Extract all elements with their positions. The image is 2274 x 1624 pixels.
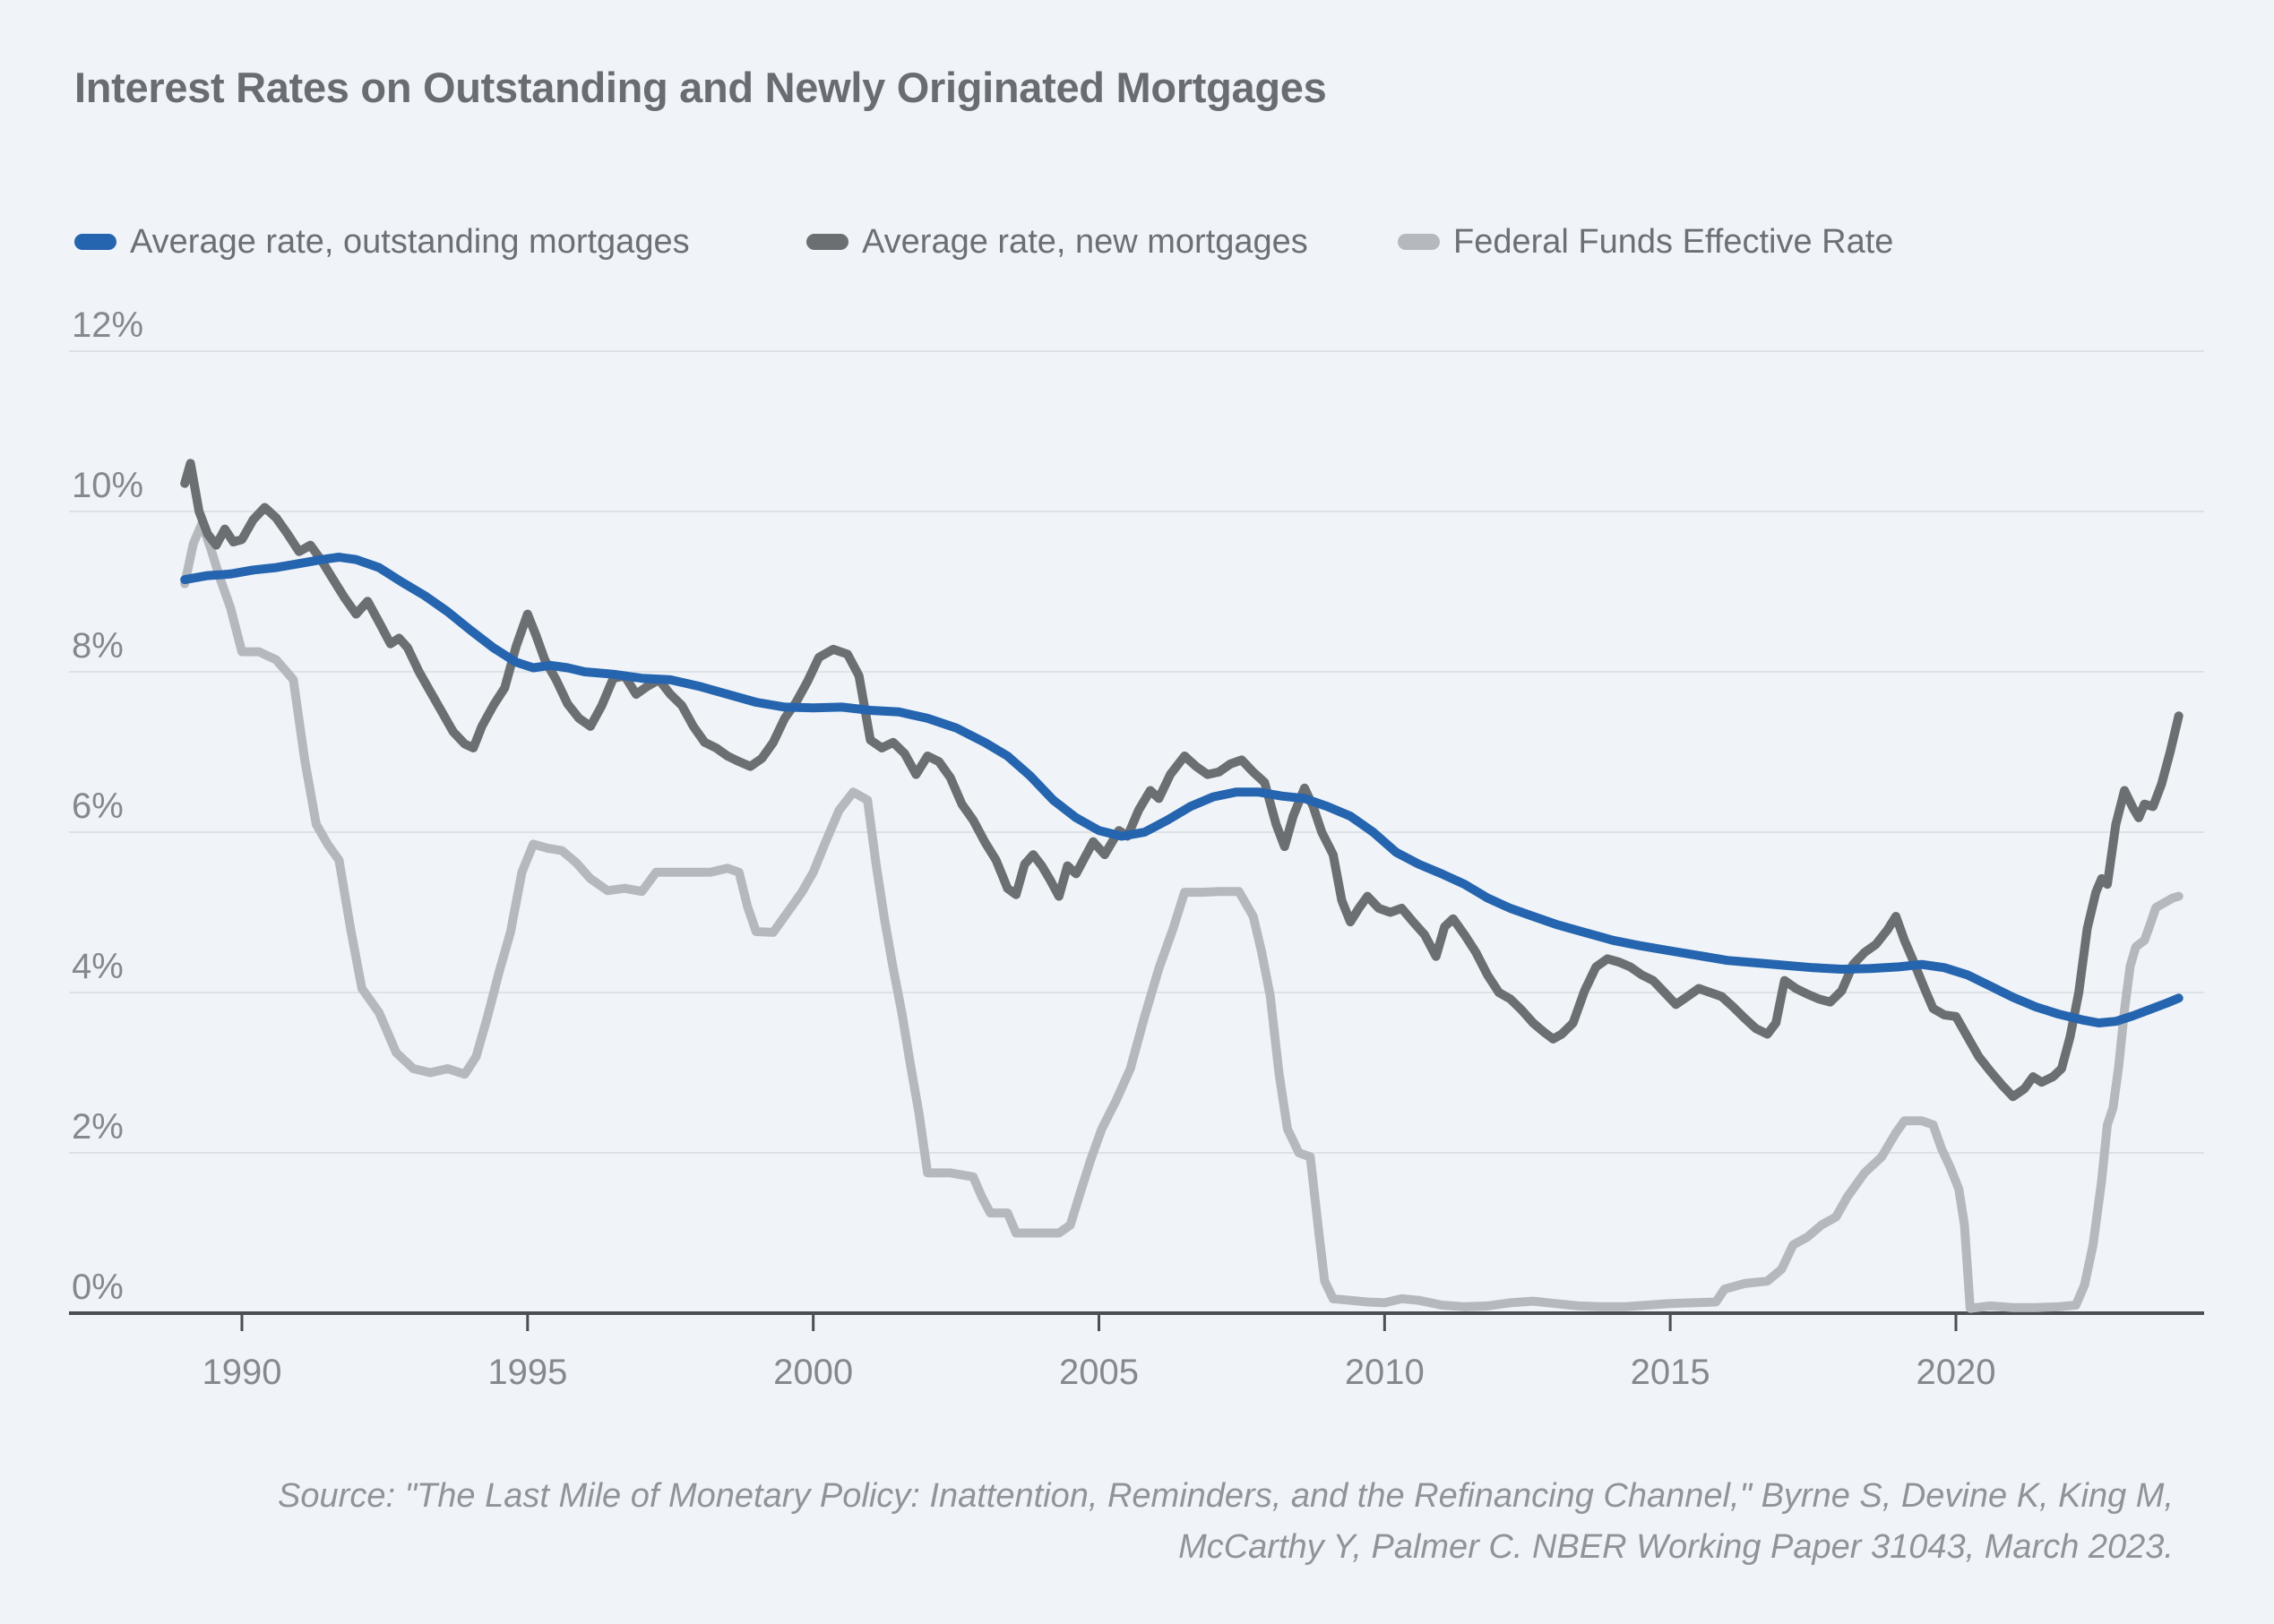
y-axis-label-6: 6%: [72, 786, 124, 826]
x-axis-label-2000: 2000: [773, 1353, 853, 1392]
legend-label: Federal Funds Effective Rate: [1453, 222, 1894, 261]
x-axis-label-1990: 1990: [202, 1353, 282, 1392]
legend: Average rate, outstanding mortgages Aver…: [0, 220, 2274, 263]
legend-swatch-blue: [74, 234, 116, 250]
x-axis-label-1995: 1995: [487, 1353, 567, 1392]
legend-item-outstanding-mortgages: Average rate, outstanding mortgages: [74, 220, 690, 263]
series-line-average-rate-outstanding-mortgages: [180, 553, 2184, 1027]
legend-swatch-dark-gray: [806, 234, 848, 250]
source-citation: Source: "The Last Mile of Monetary Polic…: [278, 1471, 2174, 1573]
y-axis-label-0: 0%: [72, 1267, 124, 1307]
legend-swatch-light-gray: [1398, 234, 1440, 250]
legend-label: Average rate, new mortgages: [862, 222, 1308, 261]
x-axis-label-2015: 2015: [1631, 1353, 1710, 1392]
legend-label: Average rate, outstanding mortgages: [130, 222, 690, 261]
y-axis-label-8: 8%: [72, 626, 124, 666]
legend-item-new-mortgages: Average rate, new mortgages: [806, 220, 1308, 263]
y-axis-label-2: 2%: [72, 1107, 124, 1147]
x-axis-label-2005: 2005: [1059, 1353, 1139, 1392]
y-axis-label-4: 4%: [72, 947, 124, 986]
x-axis-label-2020: 2020: [1916, 1353, 1995, 1392]
page-title: Interest Rates on Outstanding and Newly …: [74, 64, 1327, 111]
legend-item-fed-funds: Federal Funds Effective Rate: [1398, 220, 1893, 263]
source-line-1: Source: "The Last Mile of Monetary Polic…: [278, 1477, 2174, 1515]
y-axis-label-12: 12%: [72, 305, 143, 345]
y-axis-label-10: 10%: [72, 466, 143, 505]
series-line-federal-funds-effective-rate: [180, 519, 2184, 1313]
series-line-average-rate-new-mortgages: [180, 459, 2184, 1102]
source-line-2: McCarthy Y, Palmer C. NBER Working Paper…: [1178, 1528, 2174, 1566]
x-axis-label-2010: 2010: [1345, 1353, 1425, 1392]
